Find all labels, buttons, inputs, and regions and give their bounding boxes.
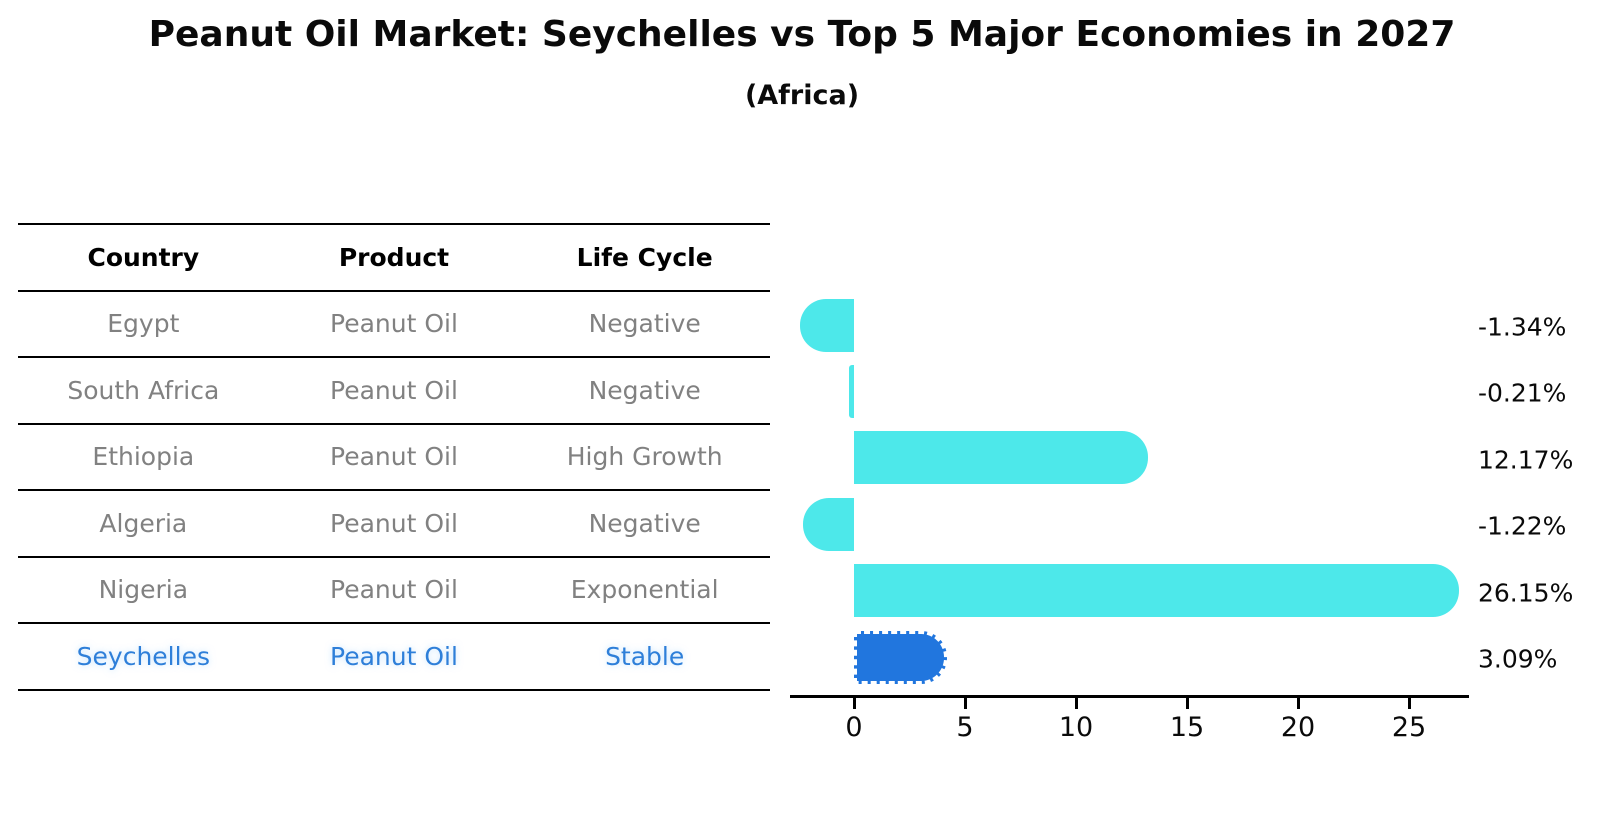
cell-product: Peanut Oil — [330, 641, 458, 671]
x-tick-label: 25 — [1391, 712, 1427, 743]
chart-subtitle: (Africa) — [744, 80, 860, 111]
table-header-lifecycle: Life Cycle — [576, 242, 713, 272]
table-row: Seychelles Peanut Oil Stable — [18, 624, 770, 691]
cell-country: Algeria — [99, 508, 188, 538]
value-label: 26.15% — [1478, 578, 1574, 608]
table-header-row: Country Product Life Cycle — [18, 225, 770, 292]
cell-product: Peanut Oil — [330, 575, 458, 605]
cell-lifecycle: Negative — [588, 508, 701, 538]
x-tick-label: 5 — [956, 712, 974, 743]
value-label: 12.17% — [1478, 445, 1574, 475]
bar-ethiopia — [854, 431, 1149, 485]
table-header-country: Country — [87, 242, 200, 272]
value-label: -1.34% — [1478, 312, 1567, 342]
table-row: Egypt Peanut Oil Negative — [18, 292, 770, 358]
cell-lifecycle: Negative — [588, 309, 701, 339]
x-tick-mark — [964, 698, 967, 709]
country-table: Country Product Life Cycle Egypt Peanut O… — [18, 223, 770, 691]
x-tick-label: 10 — [1058, 712, 1094, 743]
x-tick-mark — [1186, 698, 1189, 709]
cell-product: Peanut Oil — [330, 309, 458, 339]
x-tick-mark — [1297, 698, 1300, 709]
cell-country: Ethiopia — [92, 442, 195, 472]
cell-country: Seychelles — [76, 641, 210, 671]
bar-south-africa — [849, 364, 854, 418]
cell-product: Peanut Oil — [330, 375, 458, 405]
x-axis-line — [790, 695, 1469, 698]
cell-lifecycle: Exponential — [570, 575, 719, 605]
table-row: Algeria Peanut Oil Negative — [18, 491, 770, 558]
table-body: Egypt Peanut Oil Negative South Africa Peanu… — [18, 292, 770, 691]
value-label: -1.22% — [1478, 511, 1567, 541]
chart-title: Peanut Oil Market: Seychelles vs Top 5 M… — [148, 14, 1456, 55]
table-row: Ethiopia Peanut Oil High Growth — [18, 425, 770, 491]
x-tick-mark — [853, 698, 856, 709]
table-header-product: Product — [338, 242, 450, 272]
bar-nigeria — [854, 564, 1459, 618]
cell-country: South Africa — [67, 375, 220, 405]
x-tick-label: 20 — [1280, 712, 1316, 743]
cell-product: Peanut Oil — [330, 442, 458, 472]
bar-egypt — [800, 298, 854, 352]
x-tick-mark — [1408, 698, 1411, 709]
x-tick-label: 15 — [1169, 712, 1205, 743]
table-row: South Africa Peanut Oil Negative — [18, 358, 770, 425]
cell-lifecycle: High Growth — [566, 442, 723, 472]
cell-country: Egypt — [107, 309, 180, 339]
table-row: Nigeria Peanut Oil Exponential — [18, 558, 770, 624]
x-tick-label: 0 — [845, 712, 863, 743]
cell-country: Nigeria — [98, 575, 189, 605]
cell-product: Peanut Oil — [330, 508, 458, 538]
cell-lifecycle: Negative — [588, 375, 701, 405]
cell-lifecycle: Stable — [605, 641, 685, 671]
x-tick-mark — [1075, 698, 1078, 709]
bar-seychelles — [854, 630, 947, 684]
bar-algeria — [802, 497, 854, 551]
value-label: -0.21% — [1478, 378, 1567, 408]
value-label: 3.09% — [1478, 644, 1558, 674]
